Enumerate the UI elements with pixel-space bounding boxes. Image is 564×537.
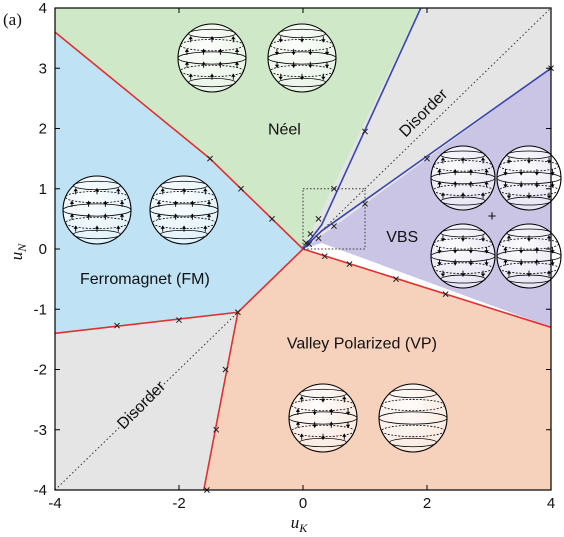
data-marker (315, 235, 322, 242)
y-tick-label: -4 (34, 482, 47, 499)
data-marker (269, 215, 275, 222)
spin-sphere-illustrations (62, 23, 562, 453)
data-marker (176, 317, 182, 324)
data-marker (321, 253, 328, 260)
data-marker (207, 155, 213, 162)
inset-box (302, 188, 366, 250)
data-marker (234, 309, 241, 316)
vbs-sphere-4-icon (496, 223, 562, 289)
y-tick-label: 0 (39, 241, 47, 258)
region-label-2: VBS (386, 229, 418, 246)
region-label-3: Valley Polarized (VP) (287, 335, 437, 352)
vbs-sphere-2-icon (496, 145, 562, 211)
data-marker (114, 322, 120, 329)
x-tick-label: 0 (299, 495, 307, 512)
data-marker (307, 230, 314, 237)
data-marker (424, 155, 430, 162)
data-marker (346, 261, 353, 268)
boundary-line-2 (203, 312, 239, 490)
x-tick-label: 4 (547, 495, 555, 512)
vbs-sphere-1-icon (430, 145, 496, 211)
region-label-0: Néel (268, 122, 301, 139)
y-tick-label: -2 (34, 362, 47, 379)
x-tick-label: 2 (423, 495, 431, 512)
x-tick-label: -4 (48, 495, 61, 512)
axis-ticks: -4 -2 0 2 4 -4 -3 -2 -1 0 1 2 3 4 (34, 0, 556, 512)
boundary-line-3 (302, 248, 551, 329)
vbs-sphere-3-icon (430, 223, 496, 289)
y-tick-label: -3 (34, 422, 47, 439)
diagonal-reference-line (55, 8, 551, 490)
boundary-line-5 (302, 67, 551, 250)
data-marker (331, 223, 337, 230)
vbs-plus-sign: + (488, 208, 497, 225)
x-axis-label: uK (291, 513, 309, 535)
data-marker (303, 240, 310, 246)
y-tick-label: 1 (39, 181, 47, 198)
y-tick-label: 3 (39, 60, 47, 77)
data-marker (315, 215, 322, 222)
y-axis-label: uN (7, 243, 29, 261)
vp-sphere-plain-icon (378, 383, 448, 453)
neel-sphere-down-icon (267, 23, 337, 93)
fm-sphere-left-icon (62, 175, 132, 245)
data-marker (331, 185, 337, 192)
data-marker (442, 291, 449, 298)
vp-sphere-arrows-icon (288, 383, 358, 453)
data-markers (114, 65, 554, 493)
y-tick-label: 4 (39, 0, 47, 17)
data-marker (393, 276, 399, 283)
y-tick-label: 2 (39, 121, 47, 138)
data-marker (222, 366, 229, 373)
fm-sphere-right-icon (149, 175, 219, 245)
data-marker (238, 185, 244, 192)
data-marker (213, 426, 220, 433)
region-5 (55, 312, 238, 490)
x-tick-label: -2 (172, 495, 185, 512)
data-marker (362, 128, 368, 135)
data-marker (306, 241, 313, 248)
boundary-line-4 (302, 8, 422, 250)
neel-sphere-up-icon (177, 23, 247, 93)
panel-label: (a) (3, 10, 22, 29)
region-label-1: Ferromagnet (FM) (80, 271, 210, 288)
y-tick-label: -1 (34, 301, 47, 318)
